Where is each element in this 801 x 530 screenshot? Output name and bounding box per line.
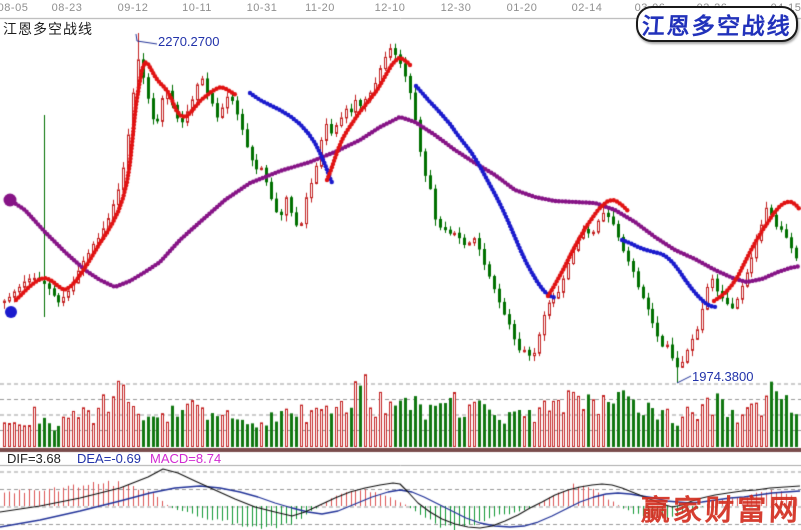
dea-value-label: DEA=-0.69: [77, 451, 141, 466]
date-label: 08-05: [0, 2, 29, 14]
indicator-name-text: 江恩多空战线: [640, 13, 793, 40]
date-label: 11-20: [305, 2, 335, 14]
date-label: 01-20: [506, 2, 538, 14]
date-label: 08-23: [51, 2, 83, 14]
macd-value-label: MACD=8.74: [150, 451, 222, 466]
date-label: 09-12: [117, 2, 149, 14]
date-label: 12-10: [374, 2, 406, 14]
date-label: 12-30: [440, 2, 472, 14]
macd-indicator-row: DIF=3.68 DEA=-0.69 MACD=8.74: [0, 451, 801, 466]
date-label: 02-14: [571, 2, 603, 14]
indicator-name-box[interactable]: 江恩多空战线: [636, 6, 798, 42]
chart-title-label: 江恩多空战线: [3, 21, 93, 37]
date-label: 10-11: [182, 2, 212, 14]
date-label: 10-31: [246, 2, 278, 14]
low-price-annotation: 1974.3800: [692, 369, 754, 384]
site-watermark: 赢家财富网: [640, 493, 801, 527]
dif-value-label: DIF=3.68: [7, 451, 61, 466]
peak-price-annotation: 2270.2700: [158, 34, 220, 49]
